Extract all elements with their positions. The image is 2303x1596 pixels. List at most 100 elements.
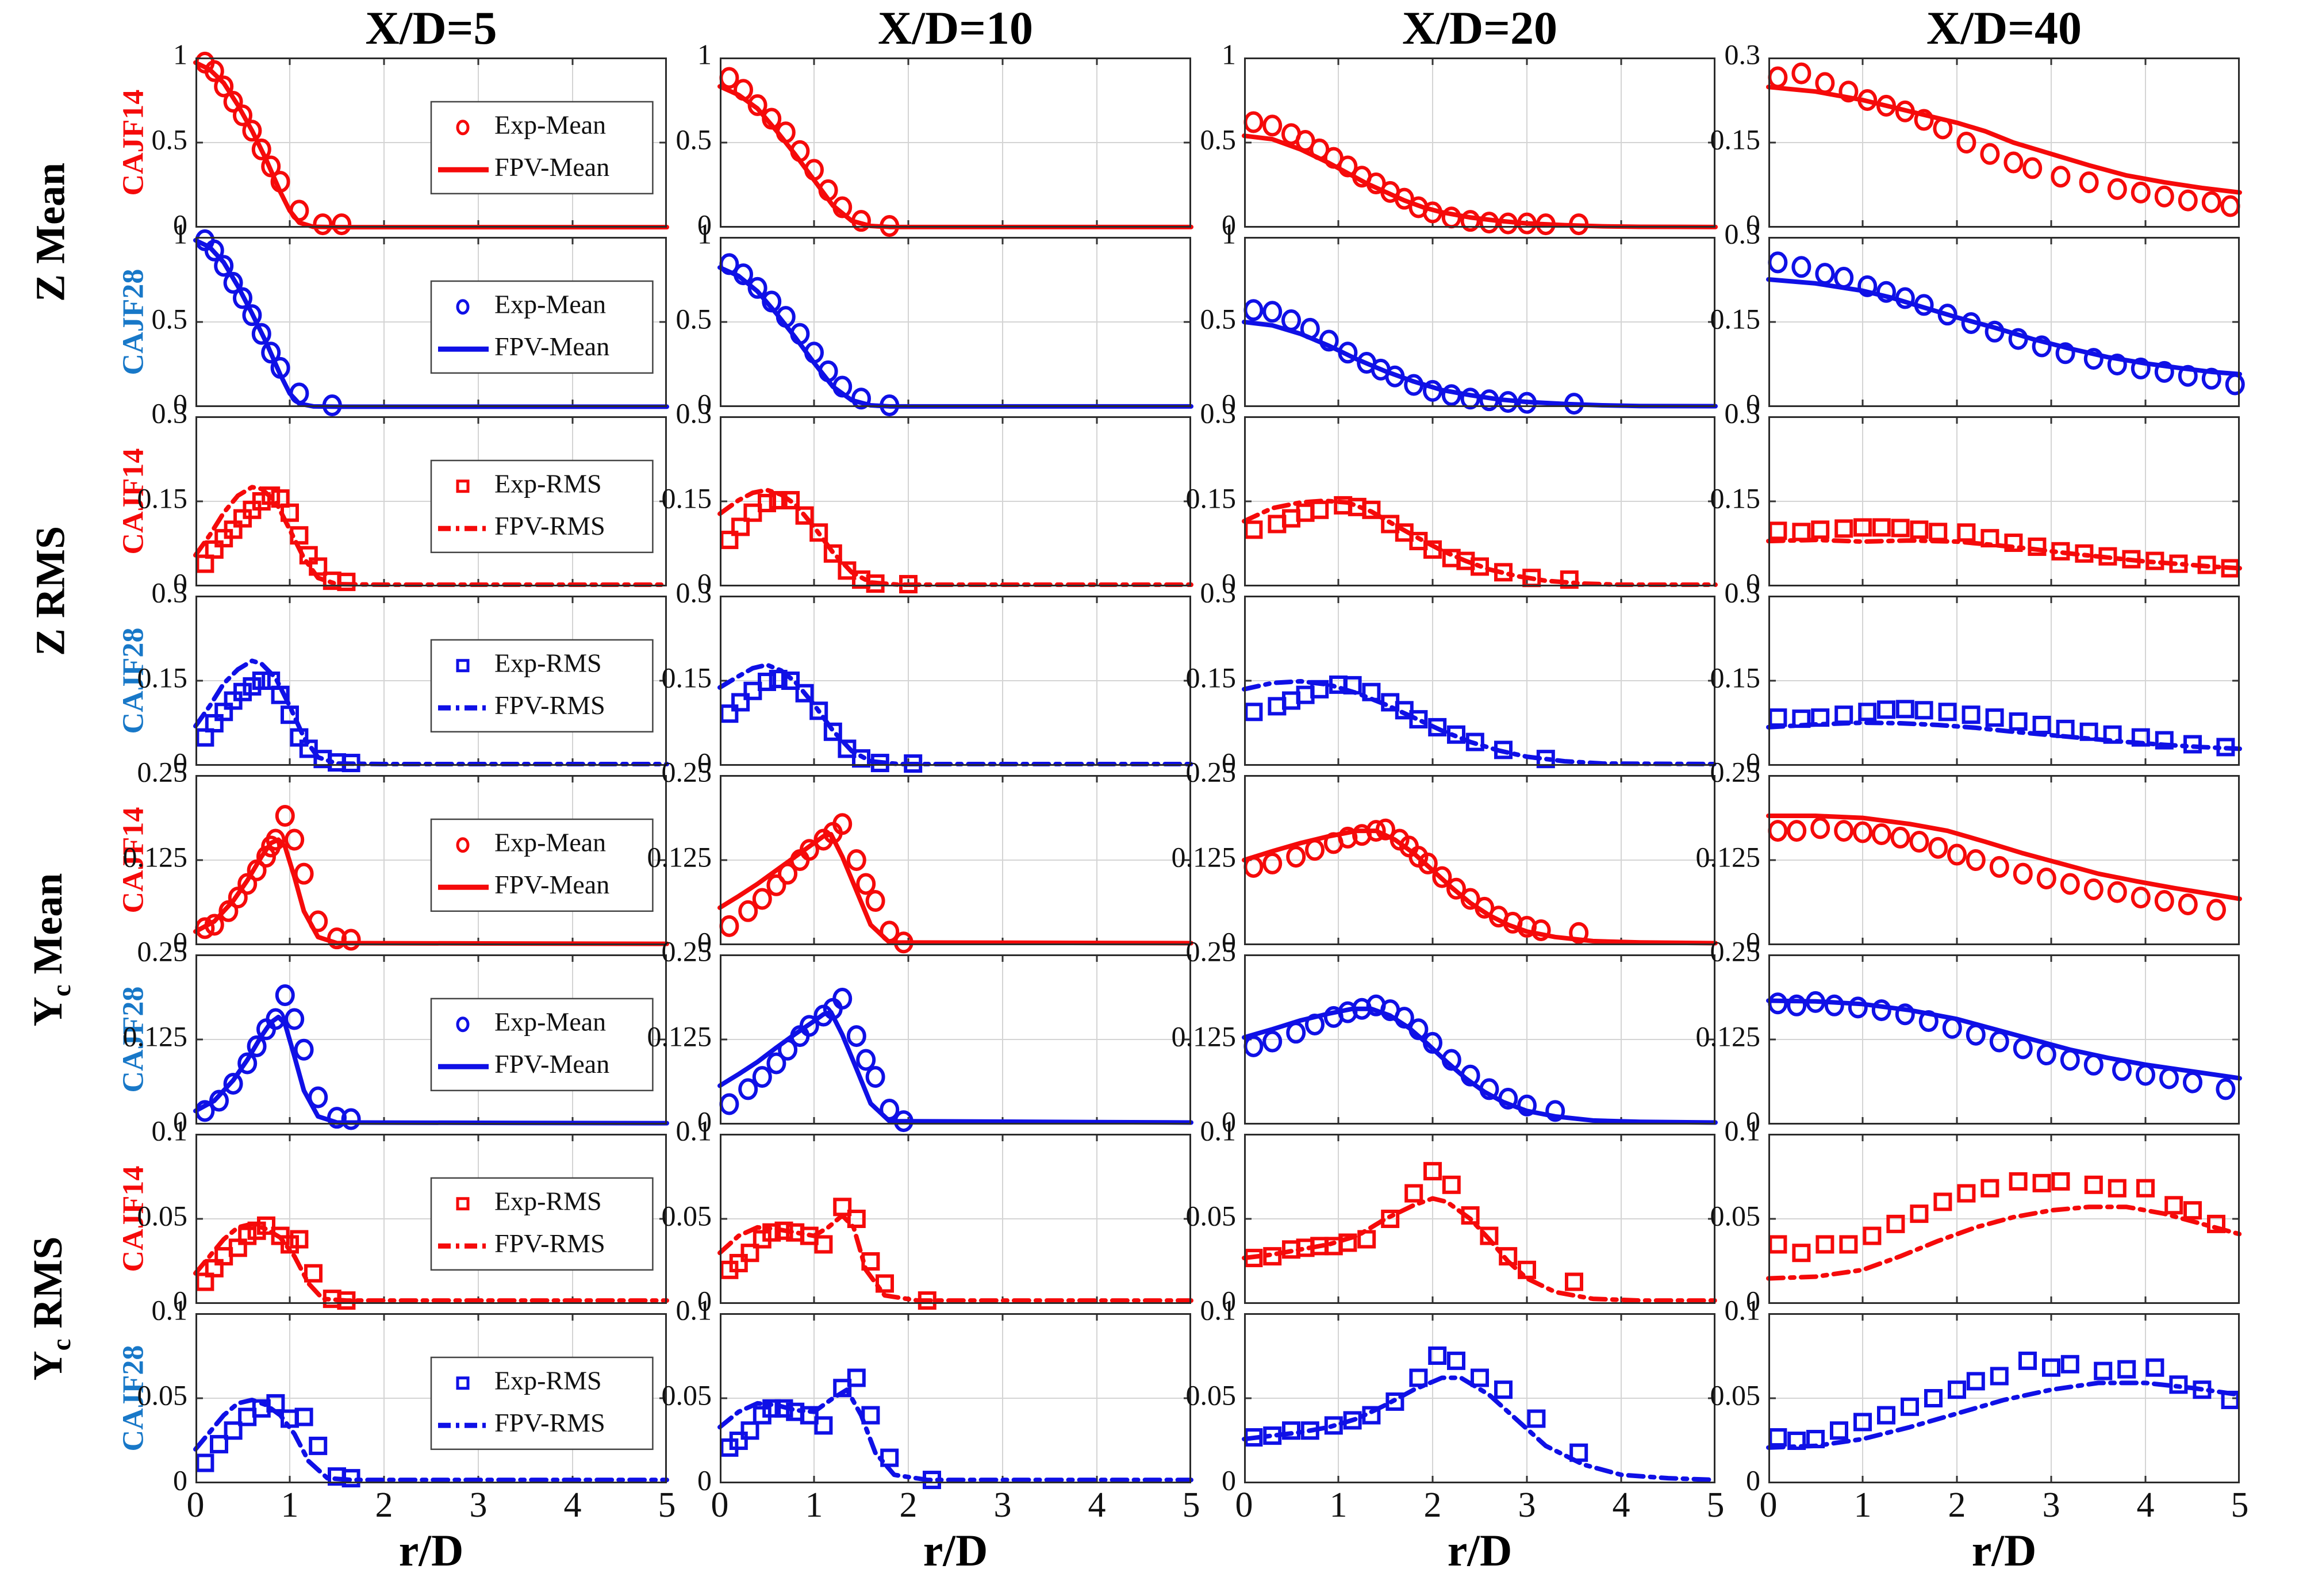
x-tick-label: 4	[564, 1486, 582, 1525]
y-tick-label: 0	[697, 1464, 712, 1496]
y-tick-label: 0	[1746, 388, 1760, 420]
y-tick-label: 0	[697, 1105, 712, 1137]
y-tick-label: 0.125	[1696, 841, 1761, 873]
subplot-z-mean-cajf28-c3: 00.51	[1200, 217, 1718, 420]
y-tick-label: 0	[173, 208, 187, 240]
subplot-y-c-mean-cajf28-c3: 0 0.125 0.25	[1172, 935, 1718, 1137]
row-group-label: Z Mean	[27, 163, 74, 302]
subplot-y-c-rms-cajf14-c2: 0 0.05 0.1	[662, 1114, 1193, 1317]
fpv-line	[717, 662, 1193, 767]
x-axis-label: r/D	[923, 1525, 988, 1575]
y-tick-label: 1	[1222, 38, 1236, 70]
y-tick-label: 0	[1222, 746, 1236, 778]
subplot-z-mean-cajf28-c1: 0 0.5 1 Exp-Mean FPV-Mean	[152, 217, 669, 420]
y-tick-label: 0	[173, 1284, 187, 1317]
subplot-z-rms-cajf14-c2: 0 0.15 0.3	[662, 397, 1193, 599]
y-tick-label: 0.25	[1710, 935, 1761, 967]
fpv-line	[717, 1010, 1193, 1125]
y-tick-label: 0.125	[1172, 841, 1237, 873]
y-tick-label: 0.3	[1725, 217, 1761, 250]
exp-markers	[1244, 1346, 1588, 1462]
exp-markers	[720, 1368, 941, 1490]
x-tick-label: 1	[805, 1486, 823, 1525]
subplot-z-rms-cajf14-c1: 0 0.15 0.3 Exp-RMS FPV-RMS	[137, 397, 669, 599]
legend-box: Exp-RMS FPV-RMS	[430, 1356, 654, 1451]
y-tick-label: 0.25	[137, 935, 188, 967]
x-tick-label: 0	[1235, 1486, 1253, 1525]
fpv-line	[717, 1387, 1193, 1483]
x-axis-label: r/D	[398, 1525, 464, 1575]
y-tick-label: 0.05	[1710, 1379, 1761, 1411]
column-title-xd40: X/D=40	[1926, 2, 2082, 54]
y-tick-label: 0.125	[1172, 1020, 1237, 1052]
y-tick-label: 0	[1222, 208, 1236, 240]
y-tick-label: 0	[173, 746, 187, 778]
y-tick-label: 0.1	[676, 1294, 712, 1326]
fpv-line	[1766, 538, 2242, 571]
x-tick-label: 0	[187, 1486, 205, 1525]
y-tick-label: 0.5	[1200, 123, 1237, 155]
subplot-z-rms-cajf28-c2: 0 0.15 0.3	[662, 576, 1193, 778]
fpv-line	[1766, 1380, 2242, 1450]
y-tick-label: 0.15	[137, 482, 188, 514]
y-tick-label: 0	[173, 926, 187, 958]
column-title-xd10: X/D=10	[878, 2, 1033, 54]
y-tick-label: 0.3	[676, 397, 712, 429]
exp-markers	[195, 486, 356, 592]
legend-label-exp: Exp-Mean	[494, 110, 606, 139]
y-tick-label: 0.1	[1725, 1114, 1761, 1146]
x-tick-label: 5	[658, 1486, 676, 1525]
y-tick-label: 0.15	[662, 482, 712, 514]
subplot-z-mean-cajf14-c4: 0 0.15 0.3	[1710, 38, 2242, 240]
y-tick-label: 0.5	[152, 123, 188, 155]
y-tick-label: 0	[1222, 1464, 1236, 1496]
y-tick-label: 1	[1222, 217, 1236, 250]
legend-label-exp: Exp-RMS	[494, 1365, 602, 1395]
y-tick-label: 0.25	[1186, 935, 1237, 967]
legend-box: Exp-Mean FPV-Mean	[430, 101, 654, 195]
exp-markers	[195, 805, 361, 951]
y-tick-label: 0.15	[1186, 482, 1237, 514]
fpv-line	[717, 488, 1193, 588]
y-tick-label: 0.25	[662, 935, 712, 967]
legend-box: Exp-Mean FPV-Mean	[430, 818, 654, 912]
legend-box: Exp-RMS FPV-RMS	[430, 459, 654, 554]
subplot-z-mean-cajf28-c2: 00.51	[676, 217, 1193, 420]
y-tick-label: 0.05	[662, 1379, 712, 1411]
legend-label-exp: Exp-RMS	[494, 1186, 602, 1215]
legend-label-exp: Exp-Mean	[494, 1007, 606, 1036]
y-tick-label: 0	[173, 388, 187, 420]
x-tick-label: 4	[1088, 1486, 1106, 1525]
legend-label-exp: Exp-RMS	[494, 469, 602, 498]
y-tick-label: 0.05	[662, 1199, 712, 1231]
legend-label-fpv: FPV-Mean	[494, 870, 609, 899]
fpv-line	[1766, 998, 2242, 1081]
y-tick-label: 1	[173, 38, 187, 70]
y-tick-label: 0.25	[1186, 755, 1237, 788]
exp-markers	[1243, 299, 1584, 415]
y-tick-label: 0.1	[1200, 1294, 1237, 1326]
y-tick-label: 0	[697, 746, 712, 778]
y-tick-label: 0	[697, 388, 712, 420]
x-tick-label: 5	[2231, 1486, 2249, 1525]
fpv-line	[717, 1213, 1193, 1303]
legend-label-fpv: FPV-RMS	[494, 1229, 605, 1258]
y-tick-label: 0.15	[1710, 661, 1761, 693]
y-tick-label: 0.1	[152, 1294, 188, 1326]
x-tick-label: 5	[1707, 1486, 1725, 1525]
exp-markers	[720, 670, 923, 773]
exp-markers	[719, 987, 913, 1133]
legend-box: Exp-Mean FPV-Mean	[430, 998, 654, 1092]
y-tick-label: 0.1	[1200, 1114, 1237, 1146]
y-tick-label: 0	[173, 1464, 187, 1496]
legend-label-fpv: FPV-RMS	[494, 1408, 605, 1437]
fpv-line	[193, 1014, 669, 1126]
exp-markers	[1768, 700, 2235, 757]
legend-label-fpv: FPV-Mean	[494, 332, 609, 361]
subplot-y-c-mean-cajf14-c1: 0 0.125 0.25 Exp-Mean FPV-Mean	[123, 755, 669, 958]
y-tick-label: 0.125	[647, 1020, 712, 1052]
legend-label-exp: Exp-Mean	[494, 289, 606, 319]
x-tick-label: 1	[281, 1486, 299, 1525]
y-tick-label: 0	[1746, 1464, 1760, 1496]
